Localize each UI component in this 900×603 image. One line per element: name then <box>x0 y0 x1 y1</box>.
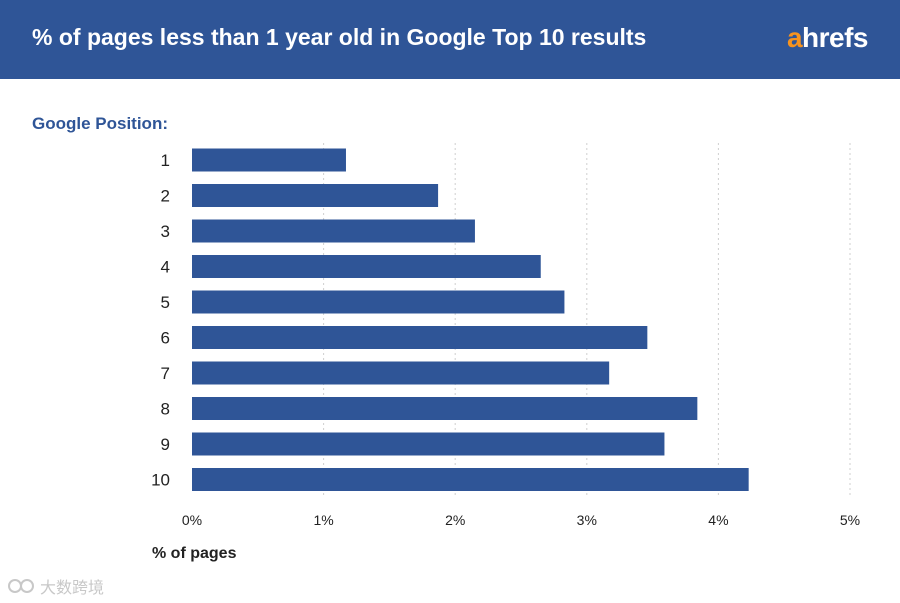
y-tick-label: 8 <box>161 400 170 419</box>
y-tick-label: 4 <box>161 258 170 277</box>
y-tick-label: 3 <box>161 222 170 241</box>
x-tick-label: 4% <box>708 512 728 528</box>
bar <box>192 468 749 491</box>
bar <box>192 255 541 278</box>
y-tick-label: 1 <box>161 151 170 170</box>
bar <box>192 184 439 207</box>
bar <box>192 361 610 385</box>
x-axis-label: % of pages <box>152 545 237 562</box>
bar <box>192 326 648 349</box>
chart-header: % of pages less than 1 year old in Googl… <box>0 0 900 79</box>
bar <box>192 432 665 456</box>
x-tick-label: 1% <box>313 512 333 528</box>
watermark-logo-icon <box>8 579 34 593</box>
x-tick-label: 3% <box>577 512 597 528</box>
watermark: 大数跨境 <box>8 574 104 598</box>
y-tick-label: 2 <box>161 187 170 206</box>
chart-title: % of pages less than 1 year old in Googl… <box>32 24 647 50</box>
x-tick-label: 2% <box>445 512 465 528</box>
y-tick-label: 9 <box>161 435 170 454</box>
y-axis-label: Google Position: <box>32 114 168 133</box>
bar <box>192 290 565 314</box>
y-tick-label: 10 <box>151 471 170 490</box>
y-tick-label: 7 <box>161 364 170 383</box>
bar <box>192 219 475 243</box>
bar <box>192 397 698 420</box>
x-tick-label: 5% <box>840 512 860 528</box>
y-tick-label: 5 <box>161 293 170 312</box>
ahrefs-logo: ahrefs <box>786 22 869 53</box>
y-tick-label: 6 <box>161 329 170 348</box>
bar <box>192 148 346 172</box>
x-tick-label: 0% <box>182 512 202 528</box>
watermark-text: 大数跨境 <box>40 580 105 597</box>
